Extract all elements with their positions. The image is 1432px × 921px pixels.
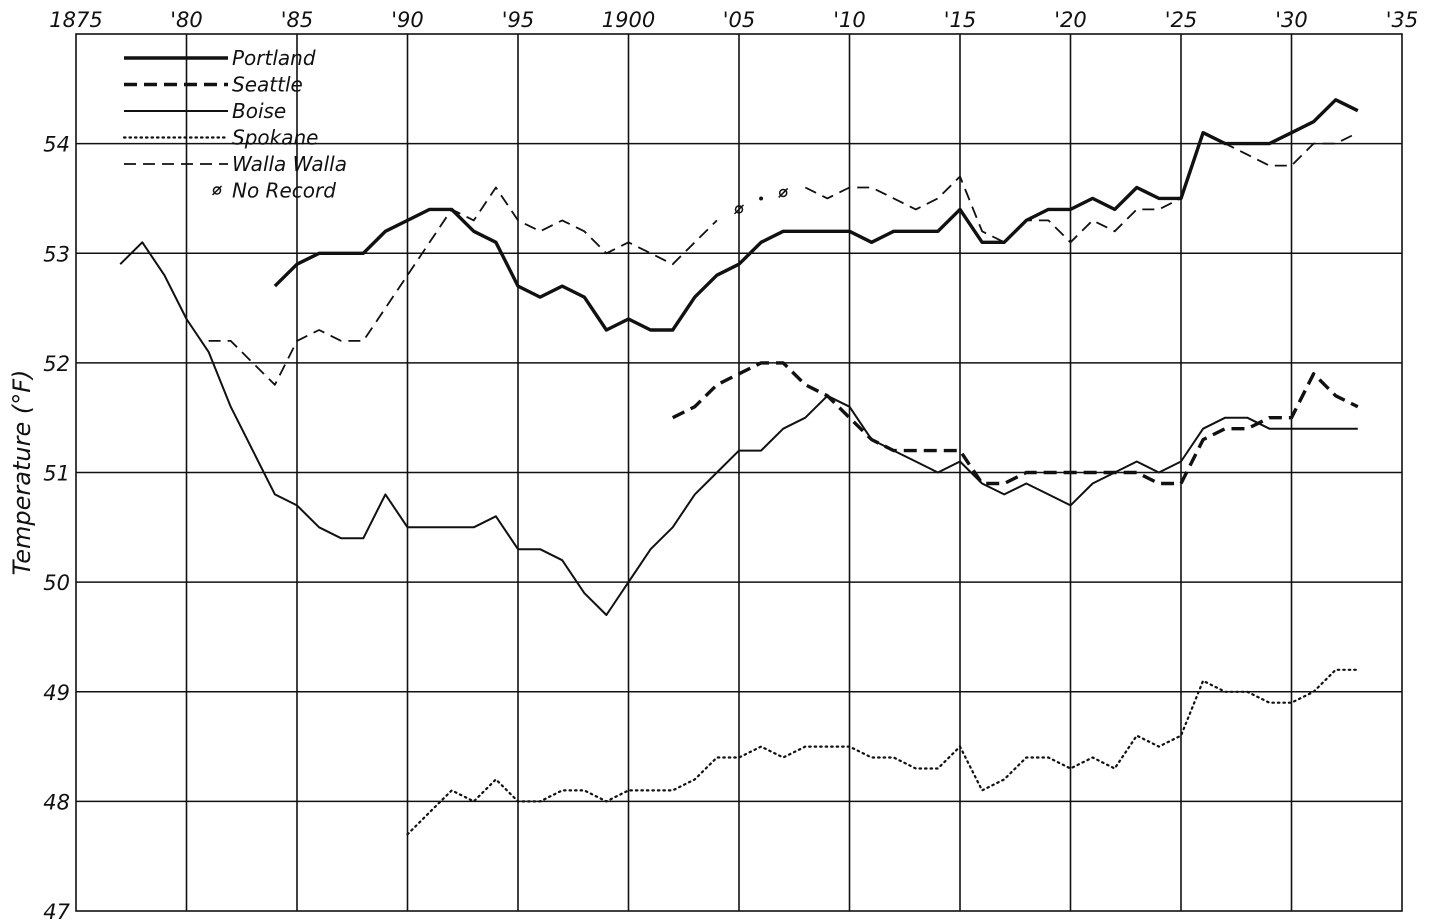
no-record-markers <box>733 187 789 215</box>
y-tick-label: 50 <box>43 571 70 595</box>
legend-label-walla-walla: Walla Walla <box>232 152 347 176</box>
legend-label-seattle: Seattle <box>232 73 303 97</box>
series-line-walla-walla <box>804 131 1359 244</box>
x-tick-label: '85 <box>281 8 314 32</box>
y-tick-label: 49 <box>43 681 70 705</box>
no-record-marker-slash <box>778 187 789 198</box>
x-axis-ticks: 1875 '80 '85 '90 '95 1900 '05 '10 '15 '20 '25 '30 '3… <box>49 8 1418 32</box>
y-tick-label: 53 <box>43 242 70 266</box>
no-record-dot <box>759 196 764 201</box>
x-tick-label: 1875 <box>49 8 102 32</box>
x-tick-label: '95 <box>502 8 535 32</box>
no-record-marker <box>734 205 744 214</box>
legend-label-boise: Boise <box>232 99 286 123</box>
legend-label-no-record: No Record <box>232 179 336 203</box>
series-line-seattle <box>671 361 1359 486</box>
x-tick-label: '90 <box>391 8 424 32</box>
x-tick-label: '30 <box>1275 8 1308 32</box>
y-tick-label: 47 <box>43 900 70 921</box>
legend-label-portland: Portland <box>232 46 316 70</box>
x-tick-label: '15 <box>944 8 977 32</box>
y-tick-label: 48 <box>43 790 70 814</box>
series-line-spokane <box>406 668 1359 836</box>
series-line-boise <box>119 241 1358 616</box>
legend-label-spokane: Spokane <box>232 126 318 150</box>
no-record-marker-slash <box>211 185 223 196</box>
y-tick-label: 54 <box>43 133 70 157</box>
series-lines <box>119 98 1359 836</box>
no-record-marker <box>212 186 222 195</box>
grid <box>76 34 1402 911</box>
x-tick-label: '05 <box>723 8 756 32</box>
y-tick-label: 52 <box>43 352 70 376</box>
no-record-marker-slash <box>733 204 745 215</box>
no-record-marker <box>778 188 788 198</box>
x-tick-label: '25 <box>1165 8 1198 32</box>
x-tick-label: '35 <box>1386 8 1419 32</box>
x-tick-label: '80 <box>170 8 203 32</box>
y-axis-ticks: 47 48 49 50 51 52 53 54 <box>43 133 70 921</box>
series-line-portland <box>273 98 1359 332</box>
series-line-walla-walla <box>208 186 718 386</box>
x-tick-label: 1900 <box>602 8 655 32</box>
plot-frame <box>75 33 1403 912</box>
y-tick-label: 51 <box>43 462 70 486</box>
x-tick-label: '20 <box>1054 8 1087 32</box>
y-axis-label: Temperature (°F) <box>8 370 36 576</box>
x-tick-label: '10 <box>833 8 866 32</box>
